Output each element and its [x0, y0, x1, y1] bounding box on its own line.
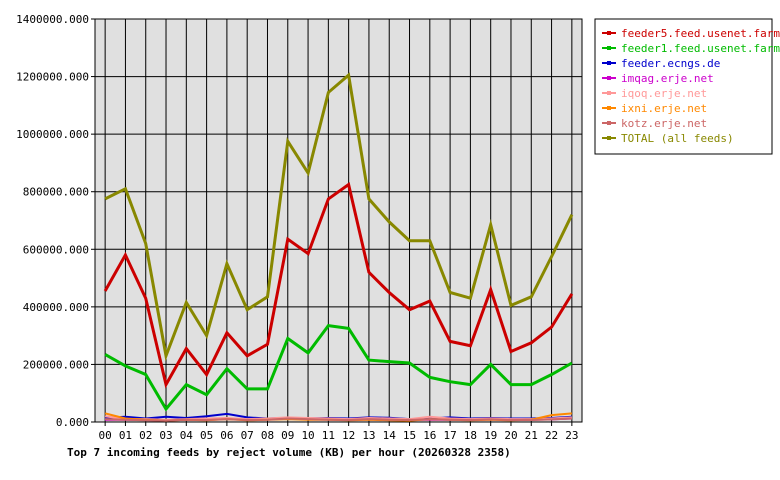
x-tick-label: 08 — [261, 429, 274, 442]
x-tick-label: 09 — [281, 429, 294, 442]
y-tick-label: 600000.000 — [23, 243, 89, 256]
series-line-7 — [105, 417, 572, 422]
y-tick-label: 1200000.000 — [16, 71, 89, 84]
legend-marker — [607, 106, 611, 110]
x-tick-label: 07 — [241, 429, 254, 442]
x-tick-label: 22 — [545, 429, 558, 442]
y-tick-label: 800000.000 — [23, 186, 89, 199]
x-tick-label: 00 — [99, 429, 112, 442]
x-tick-label: 02 — [139, 429, 152, 442]
legend-label: imqag.erje.net — [621, 72, 714, 85]
x-tick-label: 19 — [484, 429, 497, 442]
y-tick-label: 0.000 — [56, 416, 89, 429]
series-lines — [103, 72, 574, 422]
legend-label: kotz.erje.net — [621, 117, 707, 130]
x-tick-label: 17 — [443, 429, 456, 442]
x-tick-label: 03 — [159, 429, 172, 442]
y-axis-ticks: 0.000 200000.000 400000.000 600000.000 80000… — [16, 13, 95, 429]
x-tick-label: 11 — [322, 429, 335, 442]
x-tick-label: 13 — [362, 429, 375, 442]
legend-label: ixni.erje.net — [621, 102, 707, 115]
legend-marker — [607, 76, 611, 80]
x-tick-label: 06 — [220, 429, 233, 442]
x-tick-label: 12 — [342, 429, 355, 442]
series-line-8 — [104, 72, 574, 362]
x-tick-label: 23 — [565, 429, 578, 442]
x-tick-label: 21 — [525, 429, 538, 442]
legend-label: feeder5.feed.usenet.farm — [621, 27, 780, 40]
legend-marker — [607, 121, 611, 125]
legend-label: iqoq.erje.net — [621, 87, 707, 100]
plot-area — [94, 18, 583, 423]
x-tick-label: 05 — [200, 429, 213, 442]
y-tick-label: 1400000.000 — [16, 13, 89, 26]
x-tick-label: 04 — [180, 429, 194, 442]
chart-title: Top 7 incoming feeds by reject volume (K… — [67, 446, 511, 459]
legend-marker — [607, 136, 611, 140]
y-tick-label: 400000.000 — [23, 301, 89, 314]
legend-marker — [607, 46, 611, 50]
legend-marker — [607, 31, 611, 35]
legend-label: feeder1.feed.usenet.farm — [621, 42, 780, 55]
x-tick-label: 16 — [423, 429, 436, 442]
x-axis-ticks: 00 01 02 03 04 05 06 07 08 09 10 11 12 13 14 15 16 17 18 19… — [99, 422, 578, 442]
x-tick-label: 15 — [403, 429, 416, 442]
series-line-2 — [104, 323, 573, 412]
y-tick-label: 1000000.000 — [16, 128, 89, 141]
legend-label: TOTAL (all feeds) — [621, 132, 734, 145]
legend-marker — [607, 61, 611, 65]
series-line-1 — [103, 181, 574, 389]
legend-label: feeder.ecngs.de — [621, 57, 720, 70]
x-tick-label: 01 — [119, 429, 132, 442]
grid-lines — [95, 18, 582, 423]
legend: feeder5.feed.usenet.farm feeder1.feed.use… — [602, 27, 780, 145]
x-tick-label: 18 — [464, 429, 477, 442]
legend-marker — [607, 91, 611, 95]
x-tick-label: 10 — [301, 429, 314, 442]
x-tick-label: 20 — [504, 429, 517, 442]
y-tick-label: 200000.000 — [23, 358, 89, 371]
x-tick-label: 14 — [383, 429, 397, 442]
legend-box — [594, 18, 773, 155]
